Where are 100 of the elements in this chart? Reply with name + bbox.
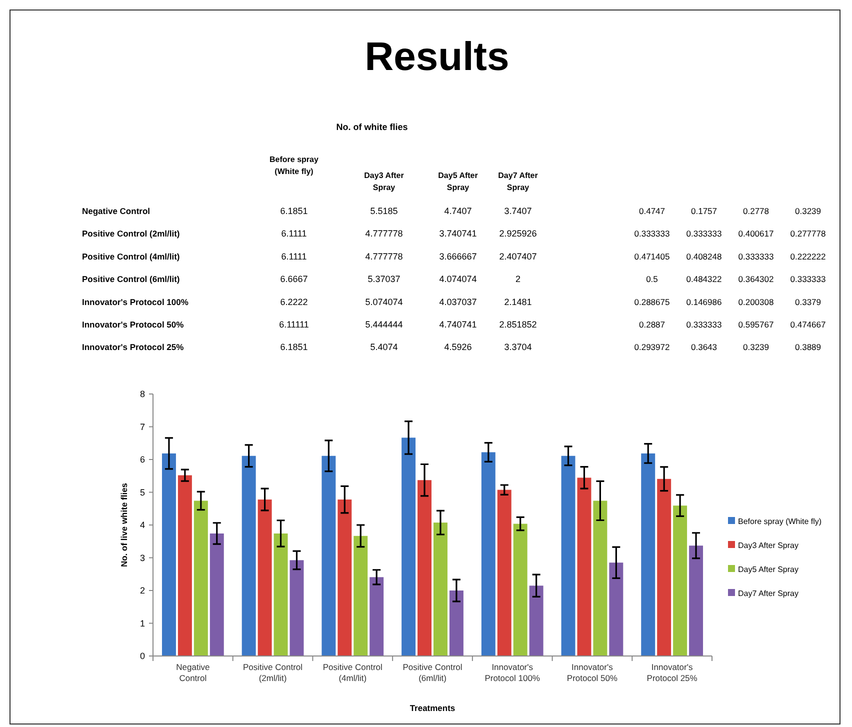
text: 0.333333 (738, 251, 774, 262)
text: 5.37037 (368, 274, 400, 284)
text: 6.2222 (280, 296, 308, 307)
text: 0.3239 (743, 342, 770, 352)
text: 5.4074 (370, 342, 398, 352)
text: 0.277778 (790, 228, 826, 239)
text: 4.5926 (444, 342, 472, 352)
text: 0.3643 (691, 342, 718, 352)
text: 5.5185 (370, 206, 398, 216)
text: 0.474667 (790, 320, 826, 330)
text: Positive Control (2ml/lit) (82, 228, 180, 239)
bar (194, 500, 208, 656)
text: 0.333333 (686, 320, 722, 330)
text: 4.7407 (444, 206, 472, 216)
bar (178, 475, 192, 656)
text: 3.7407 (504, 206, 532, 216)
text: 4.037037 (439, 296, 477, 307)
text: 0.4747 (639, 206, 666, 216)
text: Innovator's Protocol 50% (82, 320, 184, 330)
text: 0.333333 (790, 274, 826, 284)
x-tick-label: Innovator's Protocol 50% (566, 662, 618, 683)
text: Positive Control (4ml/lit) (82, 251, 180, 262)
text: 0.288675 (634, 296, 670, 307)
text: 0.222222 (790, 251, 826, 262)
bar (418, 480, 432, 656)
bar (561, 456, 576, 656)
text: 3.666667 (439, 251, 477, 262)
text: Day5 After Spray (438, 171, 478, 192)
y-tick-label: 2 (140, 586, 145, 596)
text: 0.595767 (738, 320, 774, 330)
text: 0.400617 (738, 228, 774, 239)
x-tick-label: Innovator's Protocol 100% (484, 662, 540, 683)
text: 0.471405 (634, 251, 670, 262)
bar (354, 536, 368, 656)
y-axis-title: No. of live white flies (119, 482, 129, 568)
text: 2.1481 (504, 296, 532, 307)
bar (481, 452, 496, 656)
text: 6.1111 (281, 251, 307, 262)
text: 0.5 (646, 274, 658, 284)
text: 0.146986 (686, 296, 722, 307)
text: 2.407407 (499, 251, 537, 262)
text: 0.2887 (639, 320, 666, 330)
text: Negative Control (82, 206, 150, 216)
text: 0.3889 (795, 342, 822, 352)
bar (577, 478, 592, 656)
text: 0.1757 (691, 206, 718, 216)
bar (290, 560, 304, 656)
bar (210, 533, 224, 656)
legend-label: Before spray (White fly) (738, 517, 822, 526)
bar (322, 456, 336, 656)
text: 5.444444 (365, 320, 403, 330)
bar (338, 500, 352, 656)
text: 2.925926 (499, 228, 537, 239)
text: 0.364302 (738, 274, 774, 284)
legend-label: Day5 After Spray (738, 565, 798, 574)
text: 0.408248 (686, 251, 722, 262)
text: 6.1851 (280, 206, 308, 216)
text: 0.333333 (686, 228, 722, 239)
bar (274, 533, 288, 656)
text: Innovator's Protocol 100% (82, 296, 189, 307)
text: 0.333333 (634, 228, 670, 239)
legend-label: Day7 After Spray (738, 589, 798, 598)
y-tick-label: 4 (140, 520, 145, 530)
y-tick-label: 0 (140, 651, 145, 661)
bar (513, 524, 528, 656)
text: Before spray (White fly) (270, 155, 319, 176)
bar (402, 438, 416, 656)
x-axis-title: Treatments (410, 703, 456, 713)
y-tick-label: 8 (140, 389, 145, 399)
x-tick-label: Positive Control (4ml/lit) (322, 662, 383, 683)
text: 0.3379 (795, 296, 822, 307)
text: No. of white flies (336, 122, 408, 132)
text: Innovator's Protocol 25% (82, 342, 184, 352)
bar (609, 562, 624, 656)
bar (593, 500, 608, 656)
bar (370, 577, 384, 656)
text: 0.484322 (686, 274, 722, 284)
bar (673, 506, 688, 656)
text: 0.3239 (795, 206, 822, 216)
bar (434, 522, 448, 656)
bar (641, 453, 656, 656)
x-tick-label: Innovator's Protocol 25% (646, 662, 698, 683)
text: 6.1111 (281, 228, 307, 239)
text: Results (364, 35, 510, 79)
y-tick-label: 6 (140, 454, 145, 464)
text: 0.293972 (634, 342, 670, 352)
y-tick-label: 3 (140, 552, 145, 563)
text: 3.3704 (504, 342, 532, 352)
text: 6.11111 (279, 320, 309, 330)
text: 3.740741 (439, 228, 477, 239)
bar (242, 456, 256, 656)
bar (657, 478, 672, 656)
bar (449, 590, 464, 656)
text: 6.6667 (280, 274, 308, 284)
text: 2 (515, 274, 521, 284)
bar (497, 490, 512, 656)
text: 0.2778 (743, 206, 770, 216)
text: 6.1851 (280, 342, 308, 352)
text: 2.851852 (499, 320, 537, 330)
text: 4.074074 (439, 274, 477, 284)
